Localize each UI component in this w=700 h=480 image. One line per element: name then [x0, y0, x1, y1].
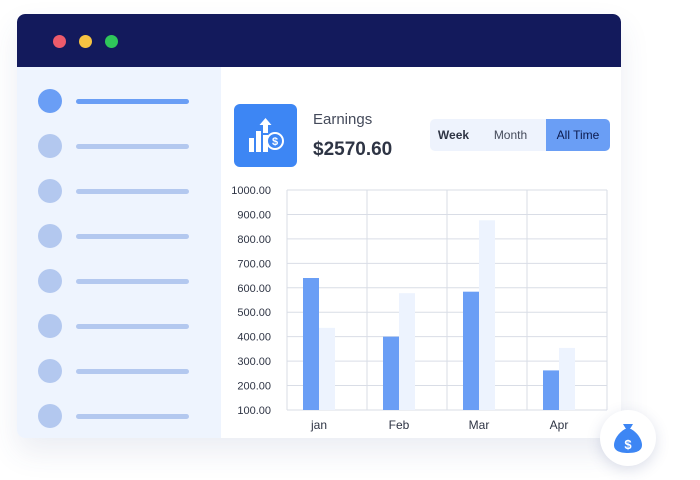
bar-series-blue — [543, 370, 559, 410]
sidebar-item-label-placeholder — [76, 99, 189, 104]
sidebar-item-label-placeholder — [76, 144, 189, 149]
y-tick-label: 1000.00 — [231, 185, 271, 197]
tab-week[interactable]: Week — [437, 128, 470, 142]
sidebar-item-icon — [38, 134, 62, 158]
minimize-dot[interactable] — [79, 35, 92, 48]
tab-all-time[interactable]: All Time — [546, 119, 610, 151]
y-tick-label: 600.00 — [237, 283, 271, 295]
tab-month[interactable]: Month — [493, 128, 528, 142]
sidebar-item-label-placeholder — [76, 369, 189, 374]
time-range-tabs: Week Month All Time — [430, 119, 610, 151]
sidebar-item-icon — [38, 404, 62, 428]
sidebar-item-4[interactable] — [38, 224, 208, 248]
sidebar-item-icon — [38, 269, 62, 293]
x-tick-label: Apr — [550, 418, 569, 432]
bar-series-light — [399, 293, 415, 410]
money-bag-icon: $ — [614, 424, 642, 453]
bar-series-light — [319, 327, 335, 410]
svg-text:$: $ — [624, 437, 632, 452]
y-tick-label: 400.00 — [237, 332, 271, 344]
sidebar — [17, 67, 221, 438]
y-tick-label: 700.00 — [237, 258, 271, 270]
sidebar-item-label-placeholder — [76, 324, 189, 329]
sidebar-item-5[interactable] — [38, 269, 208, 293]
money-bag-badge[interactable]: $ — [600, 410, 656, 466]
x-tick-label: Feb — [389, 418, 410, 432]
maximize-dot[interactable] — [105, 35, 118, 48]
bar-series-light — [559, 347, 575, 410]
title-bar — [17, 14, 621, 67]
sidebar-item-7[interactable] — [38, 359, 208, 383]
y-tick-label: 900.00 — [237, 209, 271, 221]
svg-text:$: $ — [272, 136, 278, 148]
bar-series-blue — [303, 278, 319, 410]
sidebar-item-icon — [38, 314, 62, 338]
sidebar-item-icon — [38, 359, 62, 383]
sidebar-item-label-placeholder — [76, 189, 189, 194]
y-tick-label: 500.00 — [237, 307, 271, 319]
y-tick-label: 800.00 — [237, 234, 271, 246]
x-tick-label: Mar — [469, 418, 490, 432]
sidebar-item-1[interactable] — [38, 89, 208, 113]
sidebar-item-icon — [38, 179, 62, 203]
sidebar-item-2[interactable] — [38, 134, 208, 158]
y-tick-label: 300.00 — [237, 356, 271, 368]
bar-series-blue — [463, 291, 479, 410]
sidebar-item-label-placeholder — [76, 279, 189, 284]
sidebar-item-3[interactable] — [38, 179, 208, 203]
y-tick-label: 200.00 — [237, 381, 271, 393]
close-dot[interactable] — [53, 35, 66, 48]
bar-series-blue — [383, 336, 399, 410]
bar-series-light — [479, 220, 495, 410]
main-panel: $ Earnings $2570.60 Week Month All Time … — [221, 67, 621, 438]
sidebar-item-8[interactable] — [38, 404, 208, 428]
earnings-bar-chart: 100.00 200.00 300.00 400.00 500.00 600.00 700.… — [231, 185, 608, 432]
earnings-value: $2570.60 — [313, 139, 393, 160]
app-window: $ Earnings $2570.60 Week Month All Time … — [17, 14, 621, 438]
earnings-growth-icon: $ — [234, 104, 297, 167]
sidebar-item-label-placeholder — [76, 234, 189, 239]
sidebar-item-icon — [38, 89, 62, 113]
earnings-label: Earnings — [313, 111, 373, 128]
sidebar-item-icon — [38, 224, 62, 248]
x-tick-label: jan — [310, 418, 327, 432]
sidebar-item-6[interactable] — [38, 314, 208, 338]
y-tick-label: 100.00 — [237, 405, 271, 417]
sidebar-item-label-placeholder — [76, 414, 189, 419]
